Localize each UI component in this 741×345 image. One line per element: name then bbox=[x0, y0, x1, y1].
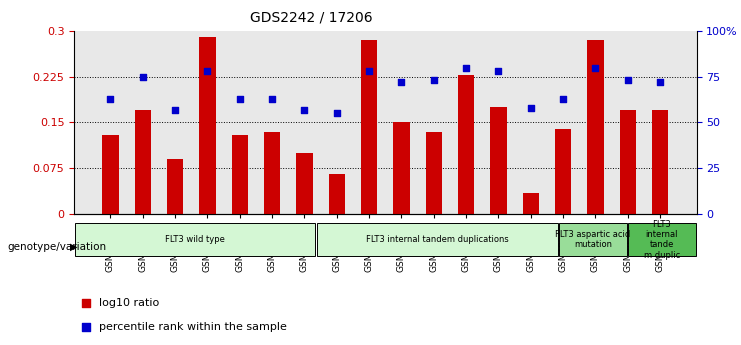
Bar bbox=[628, 223, 696, 256]
Point bbox=[363, 69, 375, 74]
Bar bbox=[588, 40, 604, 214]
Point bbox=[266, 96, 278, 101]
Point bbox=[622, 78, 634, 83]
Bar bbox=[75, 223, 316, 256]
Point bbox=[234, 96, 246, 101]
Bar bbox=[317, 223, 557, 256]
Bar bbox=[652, 110, 668, 214]
Point bbox=[331, 110, 343, 116]
Point bbox=[554, 0, 565, 1]
Text: genotype/variation: genotype/variation bbox=[7, 242, 107, 252]
Bar bbox=[458, 75, 474, 214]
Text: GDS2242 / 17206: GDS2242 / 17206 bbox=[250, 10, 373, 24]
Point bbox=[525, 105, 536, 111]
Bar bbox=[232, 135, 248, 214]
Point bbox=[554, 215, 565, 220]
Bar bbox=[167, 159, 183, 214]
Point bbox=[590, 65, 602, 70]
Point bbox=[557, 96, 569, 101]
Bar bbox=[296, 153, 313, 214]
Point bbox=[428, 78, 439, 83]
Bar bbox=[559, 223, 627, 256]
Bar bbox=[264, 132, 280, 214]
Bar bbox=[329, 174, 345, 214]
Text: FLT3
internal
tande
m duplic: FLT3 internal tande m duplic bbox=[644, 220, 680, 260]
Text: FLT3 aspartic acid
mutation: FLT3 aspartic acid mutation bbox=[555, 230, 631, 249]
Text: log10 ratio: log10 ratio bbox=[99, 298, 159, 308]
Bar bbox=[619, 110, 636, 214]
Point bbox=[169, 107, 181, 112]
Bar bbox=[361, 40, 377, 214]
Point bbox=[202, 69, 213, 74]
Point bbox=[396, 79, 408, 85]
Bar bbox=[102, 135, 119, 214]
Text: FLT3 internal tandem duplications: FLT3 internal tandem duplications bbox=[366, 235, 508, 244]
Text: FLT3 wild type: FLT3 wild type bbox=[165, 235, 225, 244]
Point bbox=[654, 79, 666, 85]
Point bbox=[299, 107, 310, 112]
Text: ▶: ▶ bbox=[70, 242, 77, 252]
Point bbox=[104, 96, 116, 101]
Bar bbox=[135, 110, 151, 214]
Point bbox=[460, 65, 472, 70]
Point bbox=[493, 69, 505, 74]
Bar bbox=[426, 132, 442, 214]
Bar bbox=[522, 193, 539, 214]
Bar bbox=[199, 37, 216, 214]
Bar bbox=[393, 122, 410, 214]
Bar bbox=[555, 129, 571, 214]
Text: percentile rank within the sample: percentile rank within the sample bbox=[99, 323, 287, 333]
Point bbox=[137, 74, 149, 80]
Bar bbox=[491, 107, 507, 214]
